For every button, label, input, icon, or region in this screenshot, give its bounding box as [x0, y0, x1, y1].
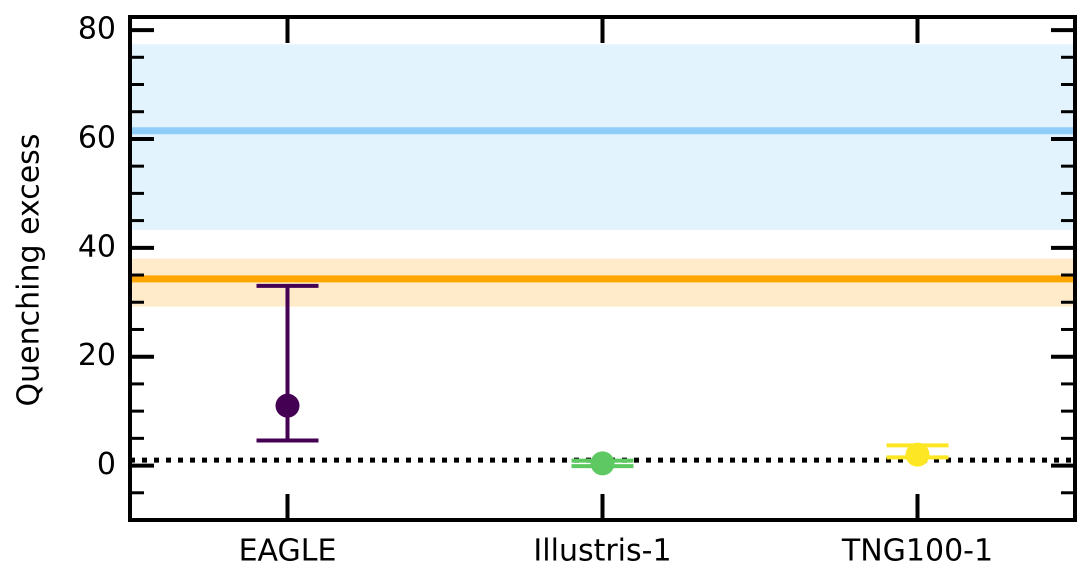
point — [590, 451, 615, 476]
point — [905, 442, 930, 467]
reference-band — [130, 44, 1075, 230]
reference-band — [130, 258, 1075, 307]
y-tick-label: 80 — [78, 12, 116, 47]
y-tick-label: 60 — [78, 120, 116, 155]
y-tick-label: 0 — [97, 447, 116, 482]
point — [275, 393, 300, 418]
y-tick-label: 20 — [78, 338, 116, 373]
plot-frame — [128, 15, 1077, 522]
x-tick-label: EAGLE — [239, 534, 337, 569]
x-tick-label: TNG100-1 — [841, 534, 993, 569]
x-tick-label: Illustris-1 — [533, 534, 671, 569]
y-tick-label: 40 — [78, 229, 116, 264]
y-axis-label: Quenching excess — [12, 134, 47, 407]
